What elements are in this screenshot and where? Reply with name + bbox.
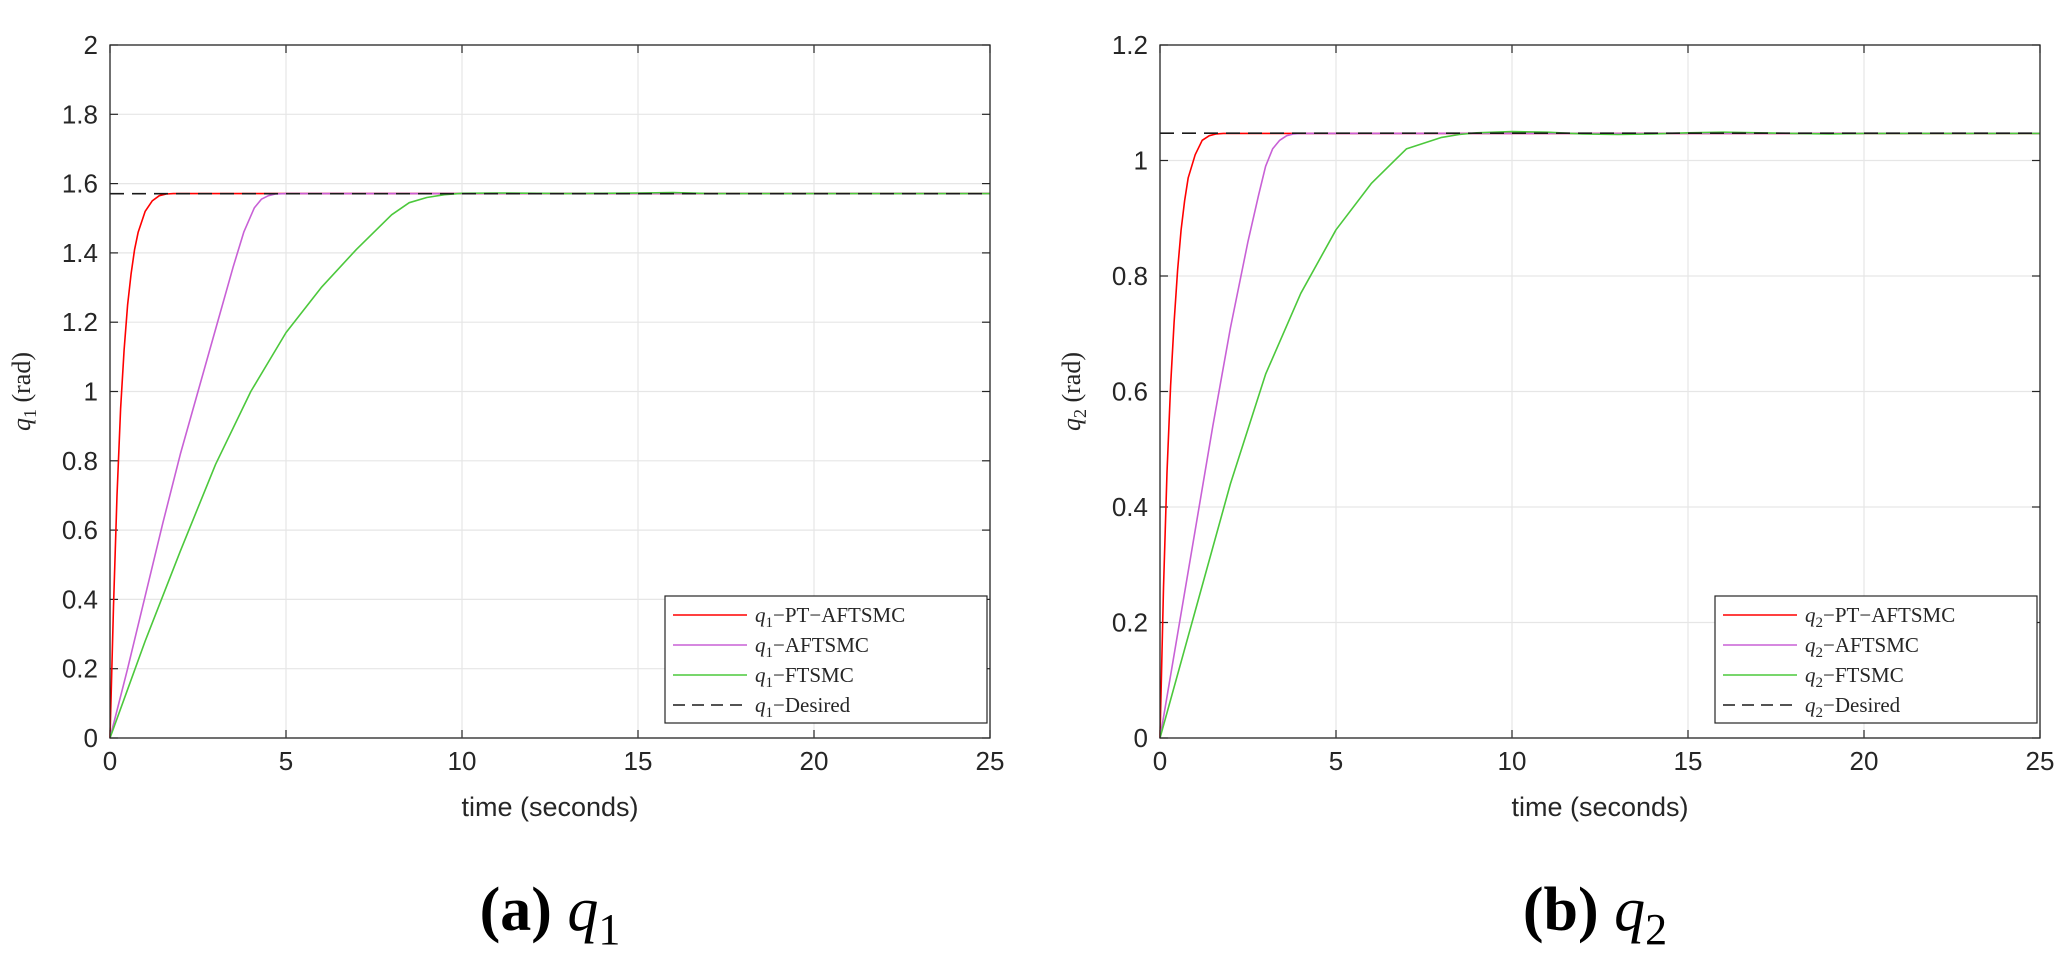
caption-symbol: q: [567, 876, 598, 944]
legend-symbol: q: [755, 663, 766, 687]
legend-suffix: −AFTSMC: [1823, 633, 1919, 657]
legend-symbol: q: [755, 633, 766, 657]
y-axis-label: q2 (rad): [1057, 352, 1090, 431]
x-axis-label: time (seconds): [1511, 792, 1688, 822]
y-tick-label: 1.2: [1112, 30, 1148, 60]
y-axis-label: q1 (rad): [7, 352, 40, 431]
figure-caption: (b) q2: [1523, 876, 1667, 954]
legend-entry: q1−PT−AFTSMC: [755, 603, 905, 631]
legend-entry: q2−PT−AFTSMC: [1805, 603, 1955, 631]
axes-box: [109, 44, 991, 739]
chart-a: 0 5 10 15 20 25 0 0.2 0.4 0.6 0.8 1 1.2 1.4 1.6 1.8 2 tim…: [7, 30, 1004, 954]
series-line-ftsmc: [109, 191, 990, 739]
legend-suffix: −Desired: [1823, 693, 1901, 717]
legend-symbol: q: [1805, 663, 1816, 687]
axes-box: [1159, 44, 2041, 739]
x-tick-label: 15: [1674, 746, 1703, 776]
y-tick-label: 1.2: [62, 307, 98, 337]
y-label-index: 2: [1070, 409, 1090, 418]
legend-entry: q2−Desired: [1805, 693, 1901, 721]
y-tick-label: 2: [84, 30, 98, 60]
legend-index: 2: [1816, 705, 1824, 721]
caption-index: 2: [1645, 905, 1667, 954]
legend-suffix: −PT−AFTSMC: [1823, 603, 1955, 627]
legend-symbol: q: [755, 603, 766, 627]
legend-entry: q1−Desired: [755, 693, 851, 721]
chart-b: 0 5 10 15 20 25 0 0.2 0.4 0.6 0.8 1 1.2 time (seconds…: [1057, 30, 2054, 954]
x-tick-label: 20: [1850, 746, 1879, 776]
legend-suffix: −AFTSMC: [773, 633, 869, 657]
x-tick-label: 20: [800, 746, 829, 776]
caption-space: [1599, 876, 1615, 944]
y-label-index: 1: [20, 409, 40, 418]
y-tick-label: 0.2: [1112, 608, 1148, 638]
y-tick-label: 0: [1134, 723, 1148, 753]
x-tick-label: 15: [624, 746, 653, 776]
figure-caption: (a) q1: [480, 876, 621, 954]
legend-symbol: q: [1805, 603, 1816, 627]
y-tick-label: 0.8: [62, 446, 98, 476]
y-tick-label: 1.8: [62, 99, 98, 129]
caption-label: (a): [480, 876, 552, 944]
legend-entry: q1−FTSMC: [755, 663, 854, 691]
series-line-pt-aftsmc: [1159, 132, 2040, 739]
x-tick-label: 10: [448, 746, 477, 776]
legend-index: 1: [766, 645, 774, 661]
y-tick-label: 0.8: [1112, 261, 1148, 291]
x-tick-label: 0: [1153, 746, 1167, 776]
y-label-symbol: q: [7, 418, 36, 431]
legend-entry: q2−AFTSMC: [1805, 633, 1919, 661]
caption-index: 1: [598, 905, 620, 954]
y-tick-label: 0.4: [1112, 492, 1148, 522]
x-tick-label: 5: [279, 746, 293, 776]
series-line-pt-aftsmc: [109, 192, 990, 739]
series-line-aftsmc: [1159, 132, 2040, 739]
y-label-unit: (rad): [7, 352, 36, 403]
legend-box: [1714, 595, 2038, 724]
y-tick-label: 1: [84, 377, 98, 407]
x-tick-label: 25: [2026, 746, 2055, 776]
legend-symbol: q: [755, 693, 766, 717]
series-line-aftsmc: [109, 192, 990, 739]
caption-label: (b): [1523, 876, 1599, 944]
legend-index: 1: [766, 705, 774, 721]
x-tick-label: 5: [1329, 746, 1343, 776]
y-label-unit: (rad): [1057, 352, 1086, 403]
legend-suffix: −FTSMC: [773, 663, 854, 687]
caption-space: [552, 876, 568, 944]
x-tick-label: 10: [1498, 746, 1527, 776]
legend-suffix: −Desired: [773, 693, 851, 717]
y-tick-label: 1.6: [62, 169, 98, 199]
legend-index: 1: [766, 675, 774, 691]
legend-symbol: q: [1805, 693, 1816, 717]
legend-suffix: −PT−AFTSMC: [773, 603, 905, 627]
legend-entry: q2−FTSMC: [1805, 663, 1904, 691]
caption-symbol: q: [1614, 876, 1645, 944]
legend-index: 2: [1816, 675, 1824, 691]
series-line-ftsmc: [1159, 130, 2040, 739]
x-tick-label: 0: [103, 746, 117, 776]
y-tick-label: 0.6: [1112, 377, 1148, 407]
legend-suffix: −FTSMC: [1823, 663, 1904, 687]
y-tick-label: 1: [1134, 146, 1148, 176]
y-label-symbol: q: [1057, 418, 1086, 431]
y-tick-label: 0.6: [62, 515, 98, 545]
legend-entry: q1−AFTSMC: [755, 633, 869, 661]
legend-symbol: q: [1805, 633, 1816, 657]
x-tick-label: 25: [976, 746, 1005, 776]
legend-box: [664, 595, 988, 724]
y-tick-label: 0: [84, 723, 98, 753]
y-tick-label: 0.4: [62, 584, 98, 614]
legend-index: 2: [1816, 615, 1824, 631]
legend-index: 1: [766, 615, 774, 631]
legend-index: 2: [1816, 645, 1824, 661]
x-axis-label: time (seconds): [461, 792, 638, 822]
y-tick-label: 1.4: [62, 238, 98, 268]
y-tick-label: 0.2: [62, 654, 98, 684]
